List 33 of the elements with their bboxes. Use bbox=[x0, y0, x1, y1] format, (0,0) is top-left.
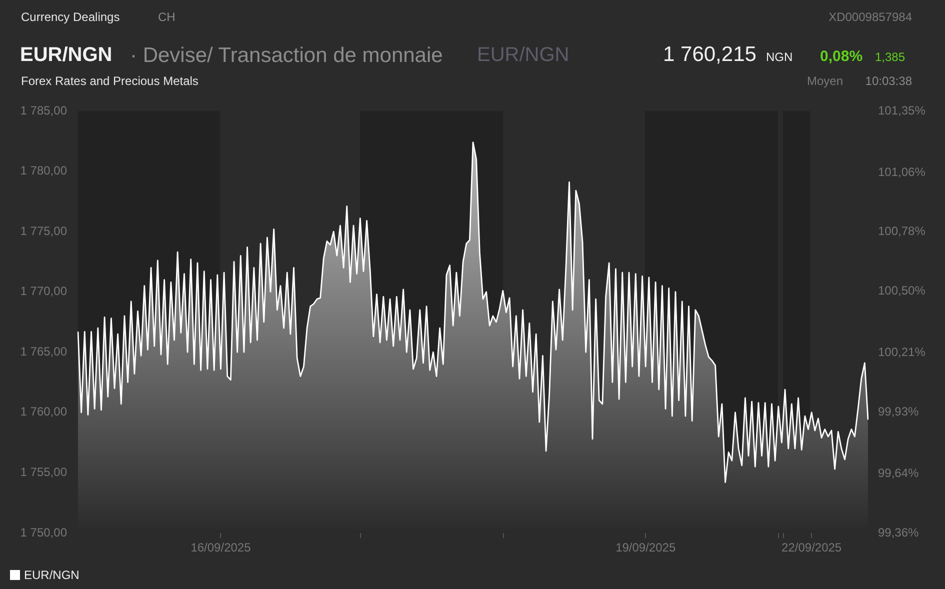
text: CH bbox=[158, 10, 176, 25]
text: EUR/NGN bbox=[477, 44, 570, 67]
text: Moyen bbox=[807, 74, 844, 89]
text: NGN bbox=[766, 50, 793, 65]
y2-tick-label: 101,35% bbox=[878, 103, 926, 118]
text: 1 760,215 bbox=[663, 43, 756, 68]
text: 10:03:38 bbox=[865, 74, 912, 89]
x-tick-label: 19/09/2025 bbox=[616, 540, 676, 555]
y-tick-label: 1 770,00 bbox=[20, 284, 68, 298]
y2-tick-label: 101,06% bbox=[878, 164, 926, 179]
text: 0,08% bbox=[820, 48, 863, 66]
y-tick-label: 1 760,00 bbox=[20, 404, 68, 419]
y-tick-label: 1 785,00 bbox=[20, 103, 68, 118]
y-tick-label: 1 780,00 bbox=[20, 164, 68, 178]
y-tick-label: 1 775,00 bbox=[20, 224, 68, 238]
text: XD0009857984 bbox=[828, 10, 912, 25]
x-tick-label: 16/09/2025 bbox=[190, 540, 252, 555]
y-tick-label: 1 755,00 bbox=[20, 465, 68, 480]
y-tick-label: 1 750,00 bbox=[20, 525, 68, 540]
y2-tick-label: 99,64% bbox=[878, 466, 920, 480]
text: Currency Dealings bbox=[21, 10, 120, 25]
chart-subtitle: · Devise/ Transaction de monnaie bbox=[130, 44, 443, 68]
chart-title: EUR/NGN bbox=[20, 44, 112, 67]
x-tick-label: 22/09/2025 bbox=[782, 540, 842, 555]
y2-tick-label: 100,78% bbox=[878, 224, 926, 238]
y-tick-label: 1 765,00 bbox=[20, 344, 68, 358]
y2-tick-label: 100,50% bbox=[878, 284, 926, 298]
text: Forex Rates and Precious Metals bbox=[21, 74, 198, 89]
text: 1,385 bbox=[875, 50, 906, 65]
y2-tick-label: 99,93% bbox=[878, 404, 920, 418]
y2-tick-label: 100,21% bbox=[878, 345, 926, 360]
legend-label: EUR/NGN bbox=[24, 568, 80, 582]
y2-tick-label: 99,36% bbox=[878, 525, 920, 540]
